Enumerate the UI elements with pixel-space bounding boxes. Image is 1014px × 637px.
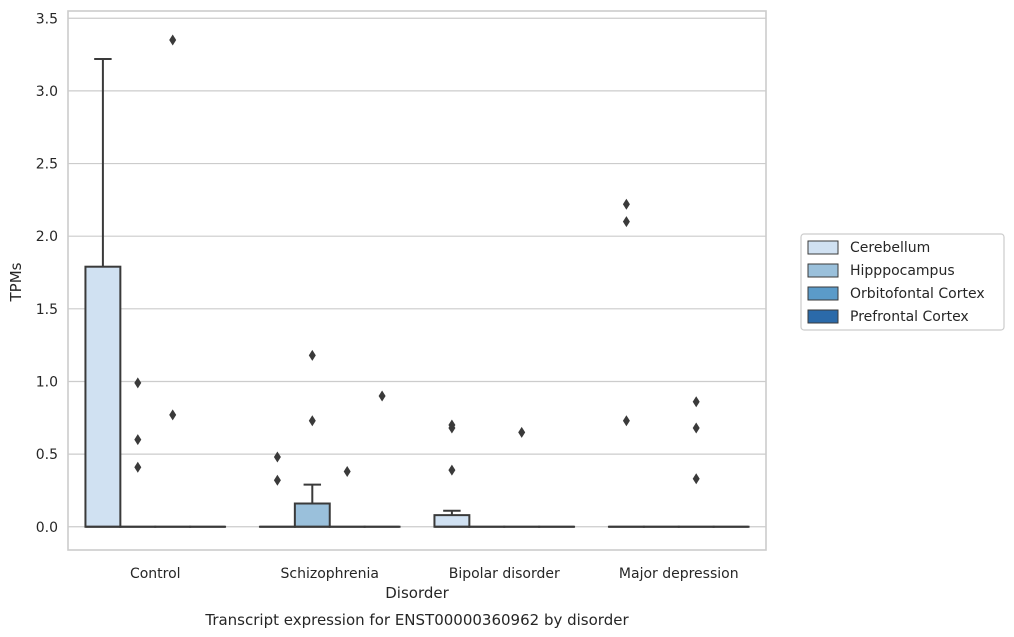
- outlier-point: [169, 409, 177, 421]
- outlier-point: [134, 377, 142, 389]
- outlier-point: [692, 473, 700, 485]
- y-axis-label: TPMs: [7, 262, 25, 302]
- y-tick-label: 1.5: [36, 302, 58, 318]
- x-tick-label: Schizophrenia: [281, 566, 379, 582]
- outlier-point: [134, 434, 142, 446]
- legend-swatch: [807, 309, 839, 324]
- legend-label: Prefrontal Cortex: [850, 309, 969, 325]
- legend-swatch: [807, 286, 839, 301]
- outlier-point: [692, 396, 700, 408]
- y-tick-label: 0.0: [36, 520, 58, 536]
- y-tick-label: 3.5: [36, 11, 58, 27]
- legend: Cerebellum Hipppocampus Orbitofontal Corte…: [800, 233, 1005, 331]
- legend-label: Hipppocampus: [850, 263, 955, 279]
- outlier-point: [308, 349, 316, 361]
- outlier-point: [169, 34, 177, 46]
- box: [433, 514, 471, 528]
- y-tick-label: 2.0: [36, 229, 58, 245]
- box: [84, 265, 122, 528]
- plot-area-frame: [67, 10, 767, 551]
- chart-caption: Transcript expression for ENST0000036096…: [204, 611, 629, 629]
- y-tick-label: 1.0: [36, 374, 58, 390]
- outlier-point: [273, 451, 281, 463]
- legend-label: Cerebellum: [850, 240, 930, 256]
- outlier-point: [622, 415, 630, 427]
- outlier-point: [692, 422, 700, 434]
- outlier-point: [273, 474, 281, 486]
- series-0: [84, 57, 645, 528]
- legend-frame: [800, 233, 1005, 331]
- box-series: [84, 34, 750, 528]
- x-tick-label: Bipolar disorder: [449, 566, 560, 582]
- series-3: [189, 390, 750, 528]
- gridlines: [68, 17, 766, 528]
- x-axis-label: Disorder: [385, 584, 449, 602]
- outlier-point: [518, 426, 526, 438]
- x-tick-label: Major depression: [619, 566, 739, 582]
- outlier-point: [378, 390, 386, 402]
- series-1: [119, 349, 680, 528]
- legend-swatch: [807, 263, 839, 278]
- outlier-point: [622, 216, 630, 228]
- legend-label: Orbitofontal Cortex: [850, 286, 985, 302]
- outlier-point: [134, 461, 142, 473]
- x-tick-label: Control: [130, 566, 181, 582]
- legend-swatch: [807, 240, 839, 255]
- outlier-point: [448, 464, 456, 476]
- outlier-point: [448, 422, 456, 434]
- series-2: [154, 34, 715, 528]
- box: [293, 502, 331, 528]
- y-axis-ticks: 0.0 0.5 1.0 1.5 2.0 2.5 3.0 3.5: [36, 11, 58, 535]
- y-tick-label: 3.0: [36, 84, 58, 100]
- y-tick-label: 0.5: [36, 447, 58, 463]
- outlier-point: [622, 198, 630, 210]
- y-tick-label: 2.5: [36, 157, 58, 173]
- x-axis-ticks: Control Schizophrenia Bipolar disorder Majo…: [130, 566, 739, 582]
- outlier-point: [343, 466, 351, 478]
- outlier-point: [308, 415, 316, 427]
